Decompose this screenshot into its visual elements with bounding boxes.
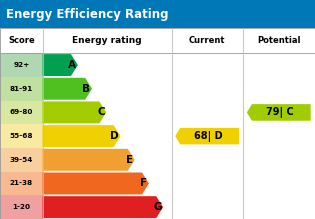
Bar bbox=[43, 172, 315, 195]
Bar bbox=[0, 148, 43, 172]
Polygon shape bbox=[43, 196, 163, 218]
Polygon shape bbox=[43, 78, 92, 100]
Bar bbox=[0, 172, 43, 195]
Polygon shape bbox=[175, 128, 239, 144]
Polygon shape bbox=[43, 54, 78, 76]
Bar bbox=[0, 101, 43, 124]
Text: Energy rating: Energy rating bbox=[72, 36, 142, 45]
Polygon shape bbox=[43, 125, 121, 147]
Text: 92+: 92+ bbox=[13, 62, 29, 68]
Polygon shape bbox=[43, 101, 106, 123]
Text: A: A bbox=[68, 60, 76, 70]
Text: C: C bbox=[97, 108, 105, 117]
Text: 21-38: 21-38 bbox=[10, 180, 33, 186]
Text: Score: Score bbox=[8, 36, 35, 45]
Text: 55-68: 55-68 bbox=[9, 133, 33, 139]
Text: 69-80: 69-80 bbox=[9, 110, 33, 115]
Bar bbox=[43, 101, 315, 124]
Text: 39-54: 39-54 bbox=[10, 157, 33, 163]
Bar bbox=[0, 53, 43, 77]
Text: D: D bbox=[110, 131, 119, 141]
Text: F: F bbox=[140, 178, 147, 189]
Bar bbox=[0, 0, 315, 28]
Bar bbox=[0, 124, 43, 148]
Text: G: G bbox=[153, 202, 162, 212]
Text: Energy Efficiency Rating: Energy Efficiency Rating bbox=[6, 7, 168, 21]
Polygon shape bbox=[43, 149, 135, 171]
Bar bbox=[43, 77, 315, 101]
Text: 68| D: 68| D bbox=[194, 131, 223, 142]
Text: B: B bbox=[83, 84, 90, 94]
Text: 1-20: 1-20 bbox=[12, 204, 30, 210]
Polygon shape bbox=[247, 104, 311, 121]
Bar bbox=[43, 124, 315, 148]
Polygon shape bbox=[43, 173, 149, 194]
Text: 79| C: 79| C bbox=[266, 107, 294, 118]
Bar bbox=[43, 53, 315, 77]
Bar bbox=[43, 195, 315, 219]
Bar bbox=[0, 53, 315, 219]
Bar bbox=[0, 77, 43, 101]
Text: E: E bbox=[126, 155, 133, 165]
Text: Current: Current bbox=[189, 36, 225, 45]
Text: Potential: Potential bbox=[257, 36, 301, 45]
Bar bbox=[0, 195, 43, 219]
Bar bbox=[43, 148, 315, 172]
Text: 81-91: 81-91 bbox=[10, 86, 33, 92]
Bar bbox=[0, 28, 315, 53]
